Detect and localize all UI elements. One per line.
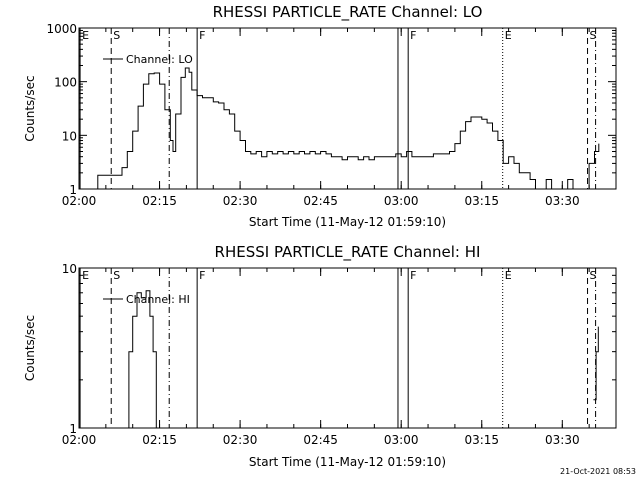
panel-hi-marker-label: S	[113, 269, 120, 282]
panel-hi-xlabel: Start Time (11-May-12 01:59:10)	[249, 455, 446, 469]
panel-hi-xtick-label: 02:45	[303, 433, 338, 447]
panel-lo-ylabel: Counts/sec	[23, 75, 37, 141]
panel-hi-series-line	[593, 326, 599, 401]
panel-lo-marker-label: E	[505, 29, 512, 42]
panel-lo-xtick-label: 03:00	[384, 194, 419, 208]
panel-lo-xtick-label: 02:00	[62, 194, 97, 208]
panel-lo-marker-label: F	[199, 29, 205, 42]
panel-lo-legend-label: Channel: LO	[126, 53, 193, 66]
panel-lo-marker-label: E	[82, 29, 89, 42]
panel-hi-xtick-label: 02:00	[62, 433, 97, 447]
panel-lo-xlabel: Start Time (11-May-12 01:59:10)	[249, 215, 446, 229]
panel-hi-xtick-label: 02:30	[223, 433, 258, 447]
panel-hi-title: RHESSI PARTICLE_RATE Channel: HI	[215, 243, 481, 262]
panel-lo-xtick-label: 02:30	[223, 194, 258, 208]
panel-hi-ytick-label: 1	[69, 422, 77, 436]
panel-hi-marker-label: F	[199, 269, 205, 282]
panel-hi-legend-label: Channel: HI	[126, 293, 190, 306]
panel-hi-xtick-label: 02:15	[142, 433, 177, 447]
panel-hi-marker-label: E	[82, 269, 89, 282]
panel-lo-series-line	[96, 67, 600, 190]
panel-lo-ytick-label: 100	[54, 76, 77, 90]
panel-hi: RHESSI PARTICLE_RATE Channel: HI Start T…	[23, 243, 617, 469]
panel-hi-xtick-label: 03:30	[545, 433, 580, 447]
panel-hi-ytick-label: 10	[62, 262, 77, 276]
panel-lo-xtick-label: 03:15	[464, 194, 499, 208]
panel-hi-marker-label: F	[410, 269, 416, 282]
panel-hi-xtick-label: 03:00	[384, 433, 419, 447]
panel-lo-xtick-label: 03:30	[545, 194, 580, 208]
panel-lo-xtick-label: 02:15	[142, 194, 177, 208]
panel-hi-frame	[78, 267, 617, 429]
panel-hi-xtick-label: 03:15	[464, 433, 499, 447]
panel-lo-ytick-label: 1000	[46, 22, 77, 36]
panel-lo-ytick-label: 1	[69, 183, 77, 197]
panel-lo-marker-label: F	[410, 29, 416, 42]
panel-lo-xtick-label: 02:45	[303, 194, 338, 208]
panel-lo-title: RHESSI PARTICLE_RATE Channel: LO	[213, 3, 483, 22]
panel-lo-marker-label: S	[590, 29, 597, 42]
panel-hi-marker-label: S	[590, 269, 597, 282]
panel-lo-marker-label: S	[113, 29, 120, 42]
panel-hi-ylabel: Counts/sec	[23, 315, 37, 381]
panel-lo-ytick-label: 10	[62, 129, 77, 143]
timestamp: 21-Oct-2021 08:53	[560, 467, 636, 476]
panel-hi-series-line	[124, 290, 157, 429]
panel-lo: RHESSI PARTICLE_RATE Channel: LO Start T…	[23, 3, 617, 229]
panel-hi-marker-label: E	[505, 269, 512, 282]
